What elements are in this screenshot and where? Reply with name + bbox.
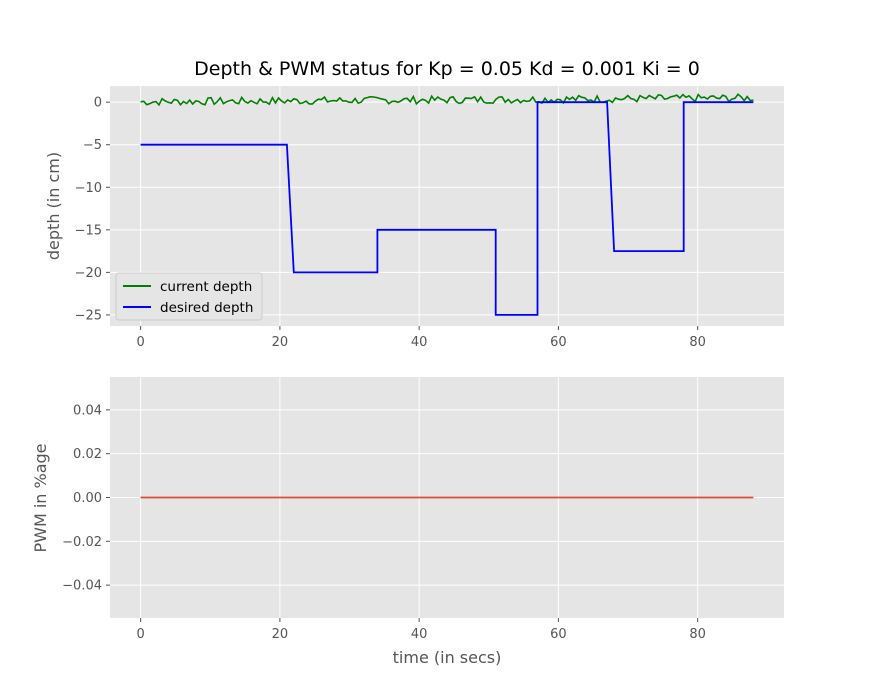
- series-line-desired-depth: [140, 101, 754, 316]
- pwm-ytick-label: 0.04: [73, 403, 102, 418]
- legend-label-current-depth: current depth: [160, 279, 252, 295]
- pwm-ytick-label: −0.02: [62, 535, 102, 550]
- pwm-xtick-label: 60: [550, 627, 567, 642]
- depth-xtick-label: 20: [272, 335, 289, 350]
- chart-title: Depth & PWM status for Kp = 0.05 Kd = 0.…: [194, 58, 700, 80]
- depth-ytick-label: 0: [94, 96, 102, 111]
- depth-xtick-label: 0: [136, 335, 144, 350]
- pwm-ytick-label: −0.04: [62, 579, 102, 594]
- depth-ytick-label: −15: [75, 223, 102, 238]
- pwm-plot: 0 20 40 60 80 0.04 0.02 0.00 −0.02 −0.04 PWM in %…: [31, 377, 784, 667]
- series-line-current-depth: [140, 93, 754, 107]
- legend: current depth desired depth: [115, 272, 263, 321]
- legend-label-desired-depth: desired depth: [160, 300, 253, 316]
- pwm-xtick-label: 80: [689, 627, 706, 642]
- depth-plot: 0 20 40 60 80 0 −5 −10 −15 −20 −25 depth (in cm) c…: [44, 86, 784, 350]
- depth-ytick-label: −20: [75, 266, 102, 281]
- pwm-xtick-label: 20: [272, 627, 289, 642]
- pwm-ytick-label: 0.00: [73, 491, 102, 506]
- depth-ytick-label: −25: [75, 308, 102, 323]
- pwm-ytick-label: 0.02: [73, 447, 102, 462]
- pwm-ylabel: PWM in %age: [31, 443, 50, 552]
- depth-xtick-label: 80: [689, 335, 706, 350]
- depth-ylabel: depth (in cm): [44, 152, 63, 260]
- depth-ytick-label: −10: [75, 181, 102, 196]
- pwm-xtick-label: 40: [411, 627, 428, 642]
- pwm-xtick-label: 0: [136, 627, 144, 642]
- depth-ytick-label: −5: [83, 138, 102, 153]
- time-xlabel: time (in secs): [393, 648, 502, 667]
- depth-xtick-label: 60: [550, 335, 567, 350]
- depth-xtick-label: 40: [411, 335, 428, 350]
- legend-box: [115, 272, 263, 321]
